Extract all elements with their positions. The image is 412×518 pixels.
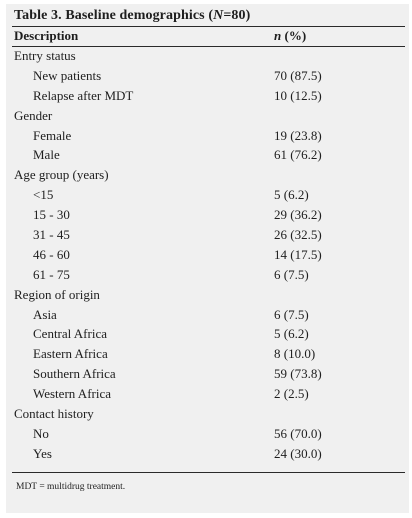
row-value: 10 (12.5) xyxy=(274,87,322,103)
row-value: 5 (6.2) xyxy=(274,326,309,342)
table-group-row: Entry status xyxy=(6,46,409,66)
table-group-row: Gender xyxy=(6,106,409,126)
row-label: Female xyxy=(33,127,72,143)
row-value: 70 (87.5) xyxy=(274,67,322,83)
table-footnote: MDT = multidrug treatment. xyxy=(16,482,126,492)
table-row: Male 61 (76.2) xyxy=(6,145,409,165)
row-value: 2 (2.5) xyxy=(274,386,309,402)
row-label: Region of origin xyxy=(14,286,100,302)
table-body: Entry status New patients 70 (87.5) Relapse… xyxy=(6,46,409,464)
row-label: <15 xyxy=(33,187,54,203)
table-row: Asia 6 (7.5) xyxy=(6,305,409,325)
row-label: Yes xyxy=(33,445,52,461)
table-group-row: Contact history xyxy=(6,404,409,424)
title-n: N xyxy=(213,8,224,23)
table-group-row: Age group (years) xyxy=(6,165,409,185)
table-row: Relapse after MDT 10 (12.5) xyxy=(6,86,409,106)
row-value: 56 (70.0) xyxy=(274,425,322,441)
row-label: Eastern Africa xyxy=(33,346,108,362)
table-row: Southern Africa 59 (73.8) xyxy=(6,364,409,384)
table-title: Table 3. Baseline demographics (N=80) xyxy=(14,8,250,24)
row-label: 15 - 30 xyxy=(33,207,70,223)
row-value: 19 (23.8) xyxy=(274,127,322,143)
row-label: Entry status xyxy=(14,48,76,63)
bottom-rule xyxy=(12,472,405,473)
table-row: 61 - 75 6 (7.5) xyxy=(6,265,409,285)
row-value: 14 (17.5) xyxy=(274,246,322,262)
column-header-n: n (%) xyxy=(274,28,306,44)
row-label: Age group (years) xyxy=(14,167,109,183)
header-rule xyxy=(12,46,405,47)
row-label: Gender xyxy=(14,107,53,123)
table-panel: Table 3. Baseline demographics (N=80) De… xyxy=(6,4,409,513)
row-label: 61 - 75 xyxy=(33,266,70,282)
row-value: 8 (10.0) xyxy=(274,346,316,362)
row-label: No xyxy=(33,425,49,441)
table-group-row: Region of origin xyxy=(6,285,409,305)
row-value: 24 (30.0) xyxy=(274,445,322,461)
table-row: Female 19 (23.8) xyxy=(6,126,409,146)
row-label: Contact history xyxy=(14,406,94,422)
table-row: Western Africa 2 (2.5) xyxy=(6,384,409,404)
column-header-description: Description xyxy=(14,28,79,43)
row-value: 5 (6.2) xyxy=(274,187,309,203)
title-suffix: =80) xyxy=(223,8,251,23)
table-row: <15 5 (6.2) xyxy=(6,185,409,205)
row-label: Southern Africa xyxy=(33,366,116,382)
header-n-symbol: n xyxy=(274,28,282,43)
row-label: Western Africa xyxy=(33,386,111,402)
title-prefix: Table 3. Baseline demographics ( xyxy=(14,8,214,23)
row-label: 31 - 45 xyxy=(33,227,70,243)
row-label: New patients xyxy=(33,67,102,83)
table-row: Yes 24 (30.0) xyxy=(6,444,409,464)
row-label: Relapse after MDT xyxy=(33,87,134,103)
row-value: 6 (7.5) xyxy=(274,306,309,322)
row-value: 6 (7.5) xyxy=(274,266,309,282)
table-row: Eastern Africa 8 (10.0) xyxy=(6,344,409,364)
row-label: Male xyxy=(33,147,60,163)
row-label: Central Africa xyxy=(33,326,107,342)
header-pct: (%) xyxy=(281,28,307,43)
row-value: 61 (76.2) xyxy=(274,147,322,163)
table-row: 31 - 45 26 (32.5) xyxy=(6,225,409,245)
row-value: 29 (36.2) xyxy=(274,207,322,223)
top-rule xyxy=(12,26,405,27)
row-label: 46 - 60 xyxy=(33,246,70,262)
row-label: Asia xyxy=(33,306,57,322)
table-row: 46 - 60 14 (17.5) xyxy=(6,245,409,265)
table-row: 15 - 30 29 (36.2) xyxy=(6,205,409,225)
table-row: New patients 70 (87.5) xyxy=(6,66,409,86)
row-value: 26 (32.5) xyxy=(274,227,322,243)
table-row: Central Africa 5 (6.2) xyxy=(6,324,409,344)
table-row: No 56 (70.0) xyxy=(6,424,409,444)
row-value: 59 (73.8) xyxy=(274,366,322,382)
